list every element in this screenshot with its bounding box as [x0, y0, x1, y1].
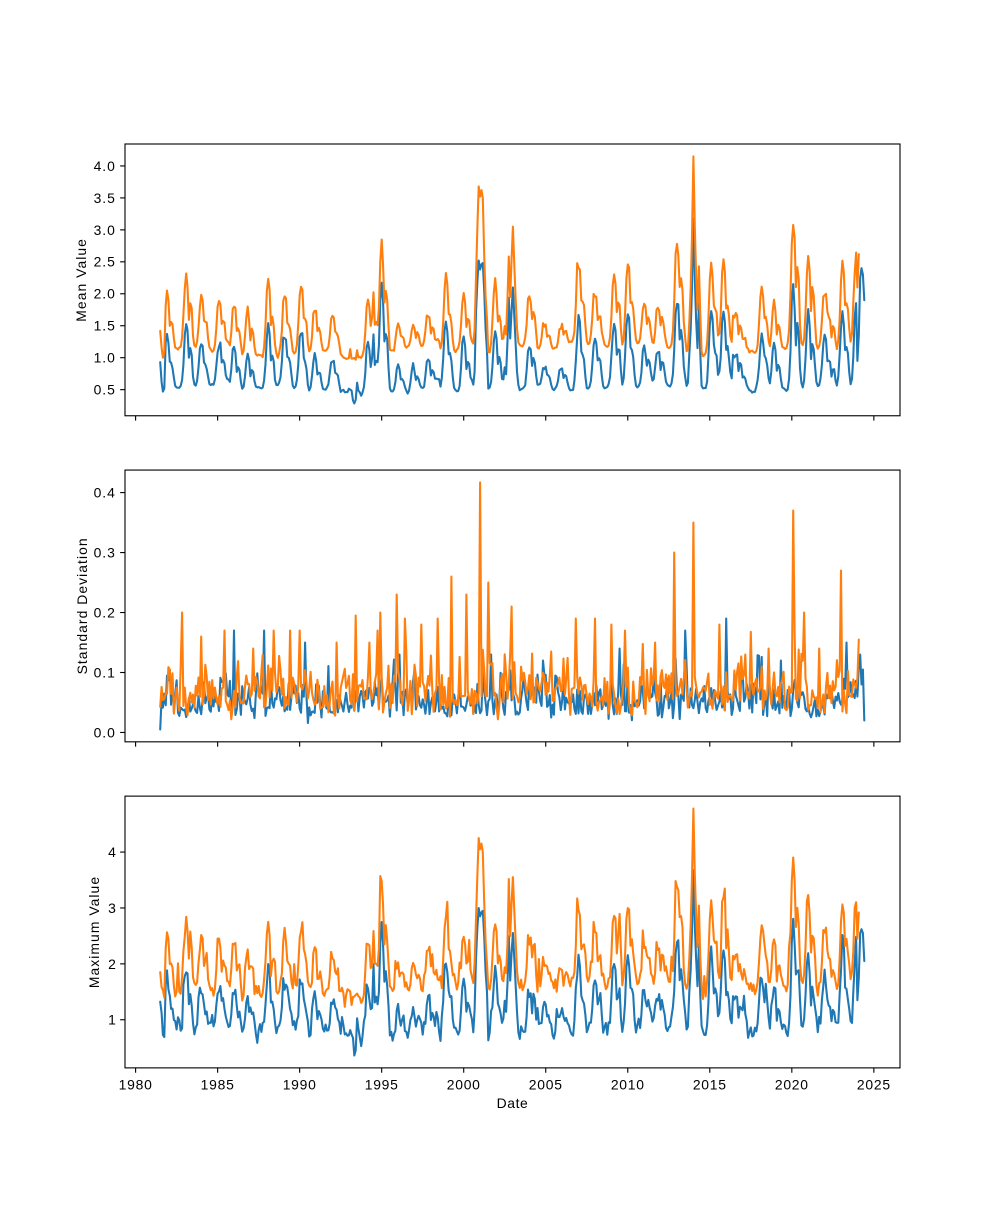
- svg-text:0.5: 0.5: [94, 382, 116, 398]
- svg-text:2015: 2015: [693, 1077, 727, 1093]
- svg-text:1: 1: [108, 1012, 116, 1028]
- svg-text:4: 4: [108, 844, 116, 860]
- svg-text:Maximum Value: Maximum Value: [86, 876, 102, 988]
- svg-text:1.0: 1.0: [94, 350, 116, 366]
- svg-text:2: 2: [108, 956, 116, 972]
- svg-text:3: 3: [108, 900, 116, 916]
- svg-text:Standard Deviation: Standard Deviation: [74, 537, 90, 674]
- svg-text:2020: 2020: [775, 1077, 809, 1093]
- svg-text:1985: 1985: [201, 1077, 235, 1093]
- svg-text:Mean Value: Mean Value: [73, 238, 89, 322]
- svg-text:2010: 2010: [611, 1077, 645, 1093]
- svg-text:1980: 1980: [119, 1077, 153, 1093]
- svg-text:3.5: 3.5: [94, 190, 116, 206]
- svg-text:3.0: 3.0: [94, 222, 116, 238]
- svg-text:2005: 2005: [529, 1077, 563, 1093]
- svg-text:2.5: 2.5: [94, 254, 116, 270]
- svg-text:Date: Date: [497, 1095, 529, 1111]
- svg-text:1995: 1995: [365, 1077, 399, 1093]
- svg-text:1.5: 1.5: [94, 318, 116, 334]
- svg-text:0.1: 0.1: [94, 664, 116, 680]
- svg-text:1990: 1990: [283, 1077, 317, 1093]
- svg-text:2025: 2025: [857, 1077, 891, 1093]
- svg-text:0.2: 0.2: [94, 604, 116, 620]
- svg-text:0.0: 0.0: [94, 724, 116, 740]
- svg-text:0.4: 0.4: [94, 485, 116, 501]
- svg-text:0.3: 0.3: [94, 544, 116, 560]
- svg-text:2.0: 2.0: [94, 286, 116, 302]
- svg-text:4.0: 4.0: [94, 158, 116, 174]
- svg-text:2000: 2000: [447, 1077, 481, 1093]
